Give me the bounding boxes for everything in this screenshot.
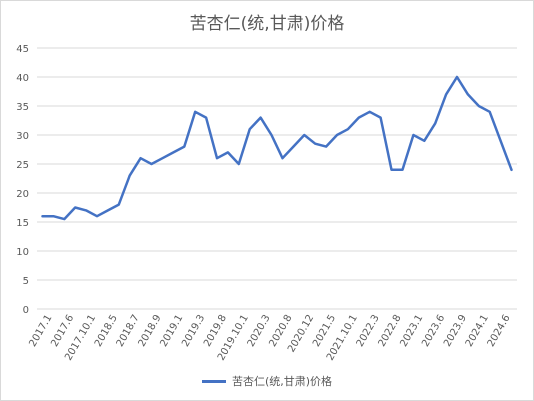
y-tick-label: 0 bbox=[23, 305, 29, 316]
y-tick-label: 25 bbox=[16, 160, 29, 171]
chart-title: 苦杏仁(统,甘肃)价格 bbox=[189, 14, 345, 34]
y-tick-label: 20 bbox=[16, 189, 29, 200]
legend-label: 苦杏仁(统,甘肃)价格 bbox=[231, 375, 333, 388]
y-tick-label: 35 bbox=[16, 102, 29, 113]
legend-swatch bbox=[201, 379, 226, 383]
legend: 苦杏仁(统,甘肃)价格 bbox=[1, 373, 533, 389]
y-tick-label: 15 bbox=[16, 218, 29, 229]
series-line bbox=[41, 75, 513, 221]
y-tick-label: 5 bbox=[23, 276, 29, 287]
y-tick-label: 30 bbox=[16, 131, 29, 142]
y-tick-label: 45 bbox=[16, 44, 29, 55]
y-tick-label: 10 bbox=[16, 247, 29, 258]
y-tick-label: 40 bbox=[16, 73, 29, 84]
